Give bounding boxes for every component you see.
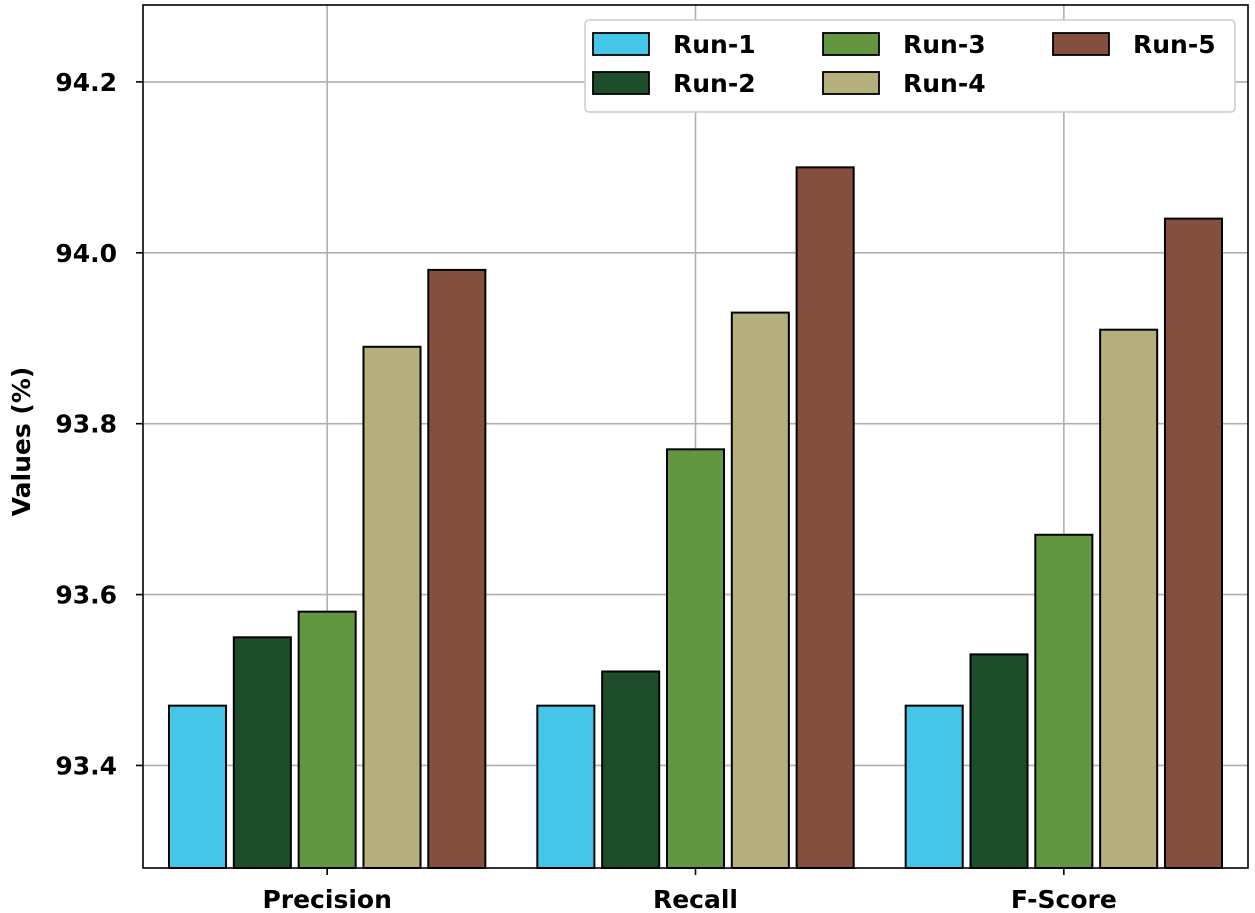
bars: [167, 166, 1224, 870]
x-axis-ticks: Precision Recall F-Score: [262, 868, 1117, 913]
y-tick-label: 94.0: [55, 239, 117, 268]
x-tick-label: Recall: [653, 885, 738, 913]
legend-label-run-1: Run-1: [673, 30, 756, 59]
legend-swatch-run-1: [592, 32, 650, 56]
bar-run-3-f-score: [1034, 533, 1094, 869]
legend-swatch-run-2: [592, 71, 650, 95]
legend-label-run-4: Run-4: [903, 69, 986, 98]
y-tick-label: 94.2: [55, 68, 117, 97]
legend: Run-1 Run-2 Run-3 Run-4 Run-5: [584, 19, 1236, 113]
bar-run-2-precision: [232, 636, 292, 870]
bar-run-2-recall: [601, 670, 661, 869]
bar-run-5-f-score: [1163, 217, 1224, 869]
x-tick-label: F-Score: [1011, 885, 1117, 913]
y-tick-label: 93.8: [55, 410, 117, 439]
bar-run-5-precision: [427, 268, 487, 870]
x-tick-label: Precision: [262, 885, 391, 913]
bar-run-4-precision: [362, 345, 422, 869]
legend-label-run-5: Run-5: [1133, 30, 1216, 59]
bar-run-1-precision: [167, 704, 228, 869]
legend-label-run-2: Run-2: [673, 69, 756, 98]
legend-swatch-run-4: [822, 71, 880, 95]
bar-run-3-precision: [297, 610, 357, 870]
bar-run-4-f-score: [1099, 328, 1159, 869]
legend-label-run-3: Run-3: [903, 30, 986, 59]
y-axis-ticks: 93.4 93.6 93.8 94.0 94.2: [55, 68, 143, 780]
bar-run-2-f-score: [969, 653, 1029, 869]
y-tick-label: 93.4: [55, 751, 117, 780]
bar-run-3-recall: [665, 448, 726, 869]
bar-run-5-recall: [795, 166, 855, 869]
y-axis-label: Values (%): [7, 367, 36, 517]
y-tick-label: 93.6: [55, 581, 117, 610]
bar-run-1-f-score: [904, 704, 964, 869]
legend-swatch-run-3: [822, 32, 880, 56]
bar-run-1-recall: [536, 704, 596, 869]
legend-swatch-run-5: [1052, 32, 1110, 56]
bar-run-4-recall: [730, 311, 790, 870]
